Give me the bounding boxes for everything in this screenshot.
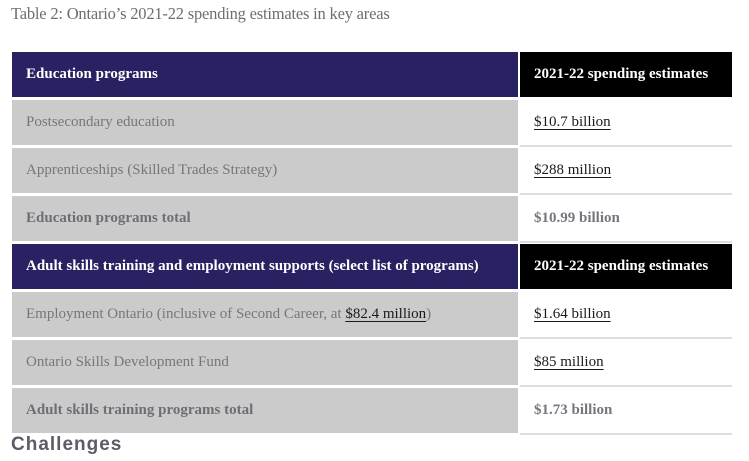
table-caption: Table 2: Ontario’s 2021-22 spending esti… bbox=[11, 4, 390, 23]
program-name: Postsecondary education bbox=[12, 100, 518, 145]
adult-skills-header-row: Adult skills training and employment sup… bbox=[12, 244, 732, 289]
spending-value: $85 million bbox=[520, 340, 732, 387]
spending-value-link[interactable]: $10.7 billion bbox=[534, 114, 611, 130]
spending-estimates-table: Education programs 2021-22 spending esti… bbox=[12, 52, 732, 436]
program-name-prefix: Employment Ontario (inclusive of Second … bbox=[26, 306, 346, 322]
education-programs-header-row: Education programs 2021-22 spending esti… bbox=[12, 52, 732, 97]
program-name-suffix: ) bbox=[426, 306, 432, 322]
table-row: Employment Ontario (inclusive of Second … bbox=[12, 292, 732, 339]
spending-value: $10.7 billion bbox=[520, 100, 732, 147]
program-name: Employment Ontario (inclusive of Second … bbox=[12, 292, 518, 337]
table-row: Postsecondary education $10.7 billion bbox=[12, 100, 732, 147]
total-row: Education programs total $10.99 billion bbox=[12, 196, 732, 243]
column-header-program: Adult skills training and employment sup… bbox=[12, 244, 518, 289]
spending-value: $1.64 billion bbox=[520, 292, 732, 339]
total-value: $1.73 billion bbox=[520, 388, 732, 435]
program-name: Apprenticeships (Skilled Trades Strategy… bbox=[12, 148, 518, 193]
total-label: Adult skills training programs total bbox=[12, 388, 518, 433]
total-row: Adult skills training programs total $1.… bbox=[12, 388, 732, 435]
table-row: Ontario Skills Development Fund $85 mill… bbox=[12, 340, 732, 387]
program-name: Ontario Skills Development Fund bbox=[12, 340, 518, 385]
spending-value-link[interactable]: $85 million bbox=[534, 354, 604, 370]
column-header-program: Education programs bbox=[12, 52, 518, 97]
spending-value: $288 million bbox=[520, 148, 732, 195]
column-header-estimates: 2021-22 spending estimates bbox=[520, 244, 732, 289]
total-label: Education programs total bbox=[12, 196, 518, 241]
column-header-estimates: 2021-22 spending estimates bbox=[520, 52, 732, 97]
spending-value-link[interactable]: $288 million bbox=[534, 162, 612, 178]
spending-value-link[interactable]: $1.64 billion bbox=[534, 306, 611, 322]
total-value: $10.99 billion bbox=[520, 196, 732, 243]
second-career-amount-link[interactable]: $82.4 million bbox=[345, 306, 427, 322]
table-row: Apprenticeships (Skilled Trades Strategy… bbox=[12, 148, 732, 195]
challenges-heading: Challenges bbox=[11, 434, 123, 455]
